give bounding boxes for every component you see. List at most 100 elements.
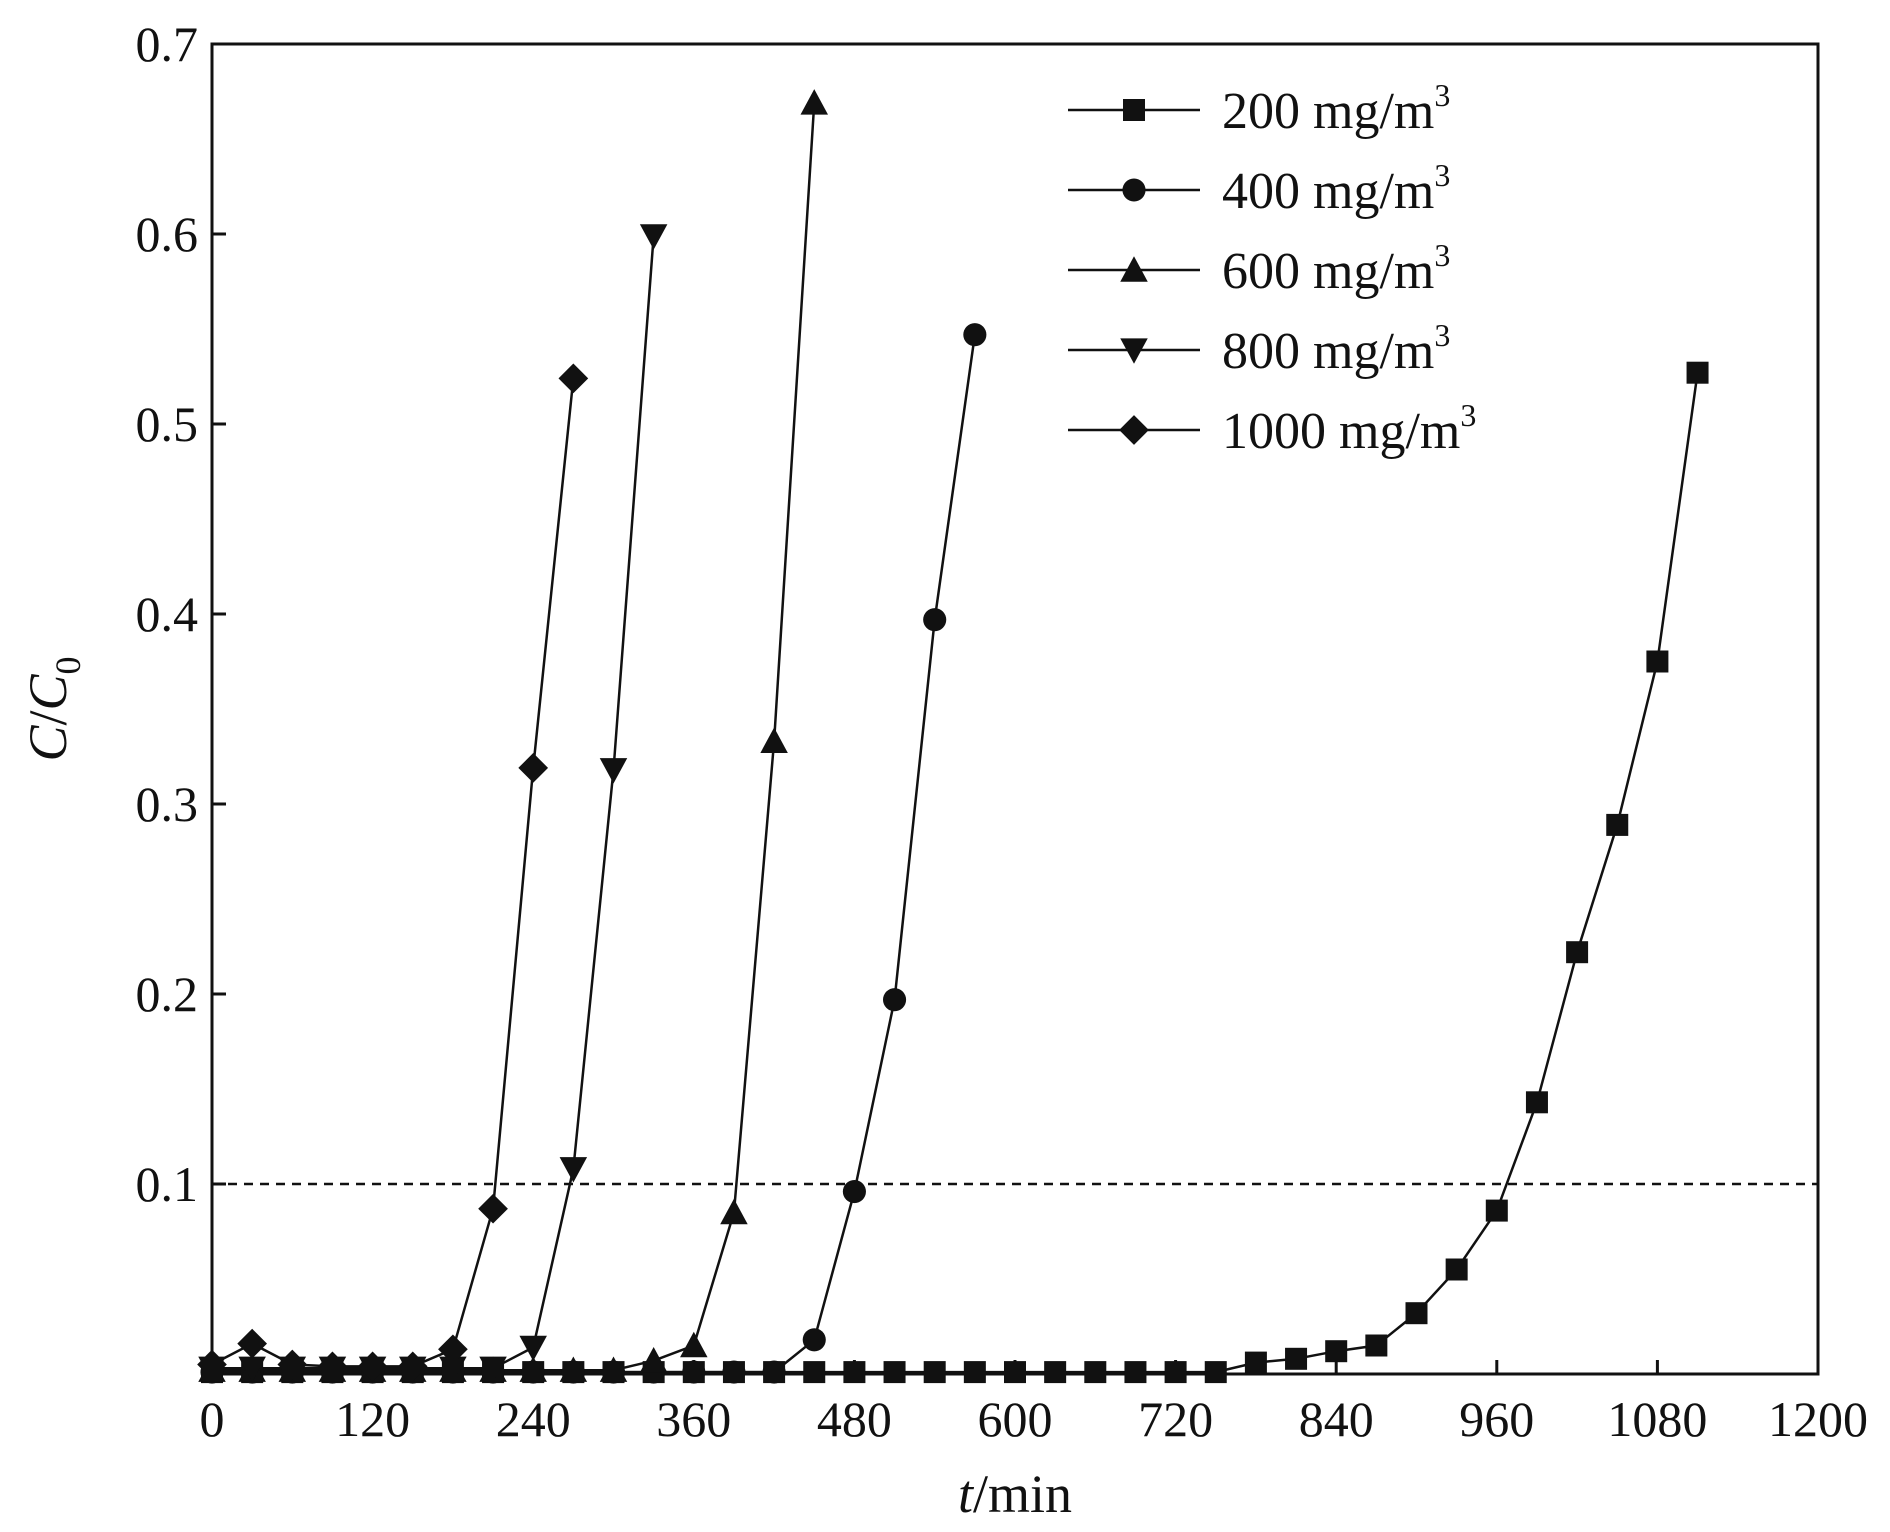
x-tick-label: 840 — [1299, 1391, 1374, 1447]
series-0-point — [1124, 1361, 1147, 1384]
series-1-point — [923, 608, 947, 632]
x-tick-label: 1080 — [1607, 1391, 1707, 1447]
x-axis-label-unit: /min — [973, 1464, 1072, 1524]
series-3-point — [559, 1157, 588, 1183]
series-0-point — [1004, 1361, 1026, 1384]
legend-marker — [1122, 178, 1146, 202]
series-4-point — [197, 1349, 227, 1380]
legend-label-name: 400 mg/m — [1222, 163, 1434, 220]
series-3-point — [439, 1356, 467, 1383]
y-tick-label: 0.7 — [136, 16, 199, 72]
series-4-point — [438, 1334, 468, 1365]
series-1-point — [762, 1360, 786, 1384]
legend-label-name: 200 mg/m — [1222, 83, 1434, 140]
legend-label: 1000 mg/m3 — [1222, 397, 1476, 460]
series-4-point — [558, 363, 589, 394]
x-tick-label: 960 — [1459, 1391, 1534, 1447]
series-4-point — [277, 1349, 308, 1380]
series-0-point — [1525, 1091, 1548, 1114]
series-4-point — [518, 753, 549, 783]
series-0-point — [1686, 361, 1709, 384]
series-0-point — [1405, 1302, 1428, 1325]
series-0-point — [1365, 1334, 1388, 1357]
series-1-point — [883, 988, 907, 1012]
series-2-point — [639, 1346, 668, 1373]
series-3-point — [519, 1335, 547, 1362]
y-tick-label: 0.1 — [136, 1156, 199, 1212]
series-0-point — [843, 1361, 866, 1384]
y-axis-label: C/C0 — [18, 656, 88, 761]
x-tick-label: 120 — [335, 1391, 410, 1447]
series-0-point — [883, 1361, 906, 1384]
series-4-point — [237, 1328, 267, 1359]
x-axis-label: t/min — [958, 1464, 1072, 1524]
series-line-0 — [212, 372, 1699, 1374]
legend-label: 400 mg/m3 — [1222, 157, 1450, 220]
legend-label-name: 800 mg/m — [1222, 323, 1434, 380]
legend-label-superscript: 3 — [1434, 237, 1450, 273]
legend-label-superscript: 3 — [1434, 157, 1450, 193]
series-1-point — [722, 1360, 746, 1384]
series-0-point — [1164, 1361, 1187, 1384]
series-0-point — [923, 1361, 946, 1384]
series-0-point — [1646, 650, 1669, 673]
series-3-point — [639, 224, 668, 250]
x-axis-title: t/min — [958, 1464, 1072, 1524]
series-0-point — [1084, 1361, 1107, 1384]
legend-label: 200 mg/m3 — [1222, 77, 1450, 140]
series-lines — [211, 102, 1699, 1374]
legend-marker — [1120, 338, 1148, 364]
legend-label-superscript: 3 — [1434, 77, 1450, 113]
series-2-point — [519, 1356, 547, 1382]
series-2-point — [720, 1198, 748, 1225]
x-tick-label: 240 — [496, 1391, 571, 1447]
series-line-2 — [212, 102, 816, 1372]
axis-ticks: 0 120 240 360 480 600 720 840 960 1080 1200 0.1 0.2 0… — [136, 16, 1869, 1447]
series-3-point — [238, 1356, 266, 1383]
series-0-point — [1325, 1340, 1348, 1363]
series-1-point — [963, 323, 987, 347]
series-2-point — [800, 89, 828, 115]
y-axis-label-c0: C — [18, 673, 78, 710]
x-tick-label: 480 — [817, 1391, 892, 1447]
y-axis-label-slash: / — [18, 710, 78, 725]
y-tick-label: 0.3 — [136, 776, 199, 832]
x-tick-label: 1200 — [1768, 1391, 1868, 1447]
series-3-point — [599, 758, 628, 784]
series-0-point — [803, 1361, 826, 1384]
series-0-point — [1285, 1347, 1308, 1370]
series-2-point — [680, 1331, 708, 1358]
x-tick-label: 720 — [1138, 1391, 1213, 1447]
legend-marker — [1123, 99, 1145, 121]
series-2-point — [559, 1356, 588, 1382]
series-1-point — [802, 1328, 826, 1352]
series-line-4 — [211, 378, 575, 1368]
legend-label-superscript: 3 — [1434, 317, 1450, 353]
legend-label-superscript: 3 — [1460, 397, 1476, 433]
series-1-point — [682, 1360, 706, 1384]
y-axis-title: C/C0 — [18, 656, 88, 761]
y-tick-label: 0.5 — [136, 396, 199, 452]
series-0-point — [1044, 1361, 1067, 1384]
legend-label-name: 1000 mg/m — [1222, 403, 1460, 460]
series-0-point — [1606, 813, 1629, 836]
series-2-point — [760, 727, 788, 753]
x-tick-label: 0 — [200, 1391, 225, 1447]
y-tick-label: 0.2 — [136, 966, 199, 1022]
series-4-point — [478, 1193, 508, 1224]
legend-marker — [1119, 415, 1149, 445]
series-4-point — [397, 1351, 428, 1382]
series-2-point — [599, 1356, 628, 1382]
series-1-point — [842, 1180, 866, 1204]
y-tick-label: 0.6 — [136, 206, 199, 262]
series-0-point — [1485, 1199, 1508, 1222]
legend-label: 600 mg/m3 — [1222, 237, 1450, 300]
legend-label-name: 600 mg/m — [1222, 243, 1434, 300]
series-0-point — [1445, 1258, 1468, 1281]
series-0-point — [963, 1361, 986, 1384]
series-4-point — [357, 1351, 388, 1382]
x-tick-label: 360 — [656, 1391, 731, 1447]
series-4-point — [317, 1351, 348, 1382]
legend-marker — [1120, 256, 1148, 282]
